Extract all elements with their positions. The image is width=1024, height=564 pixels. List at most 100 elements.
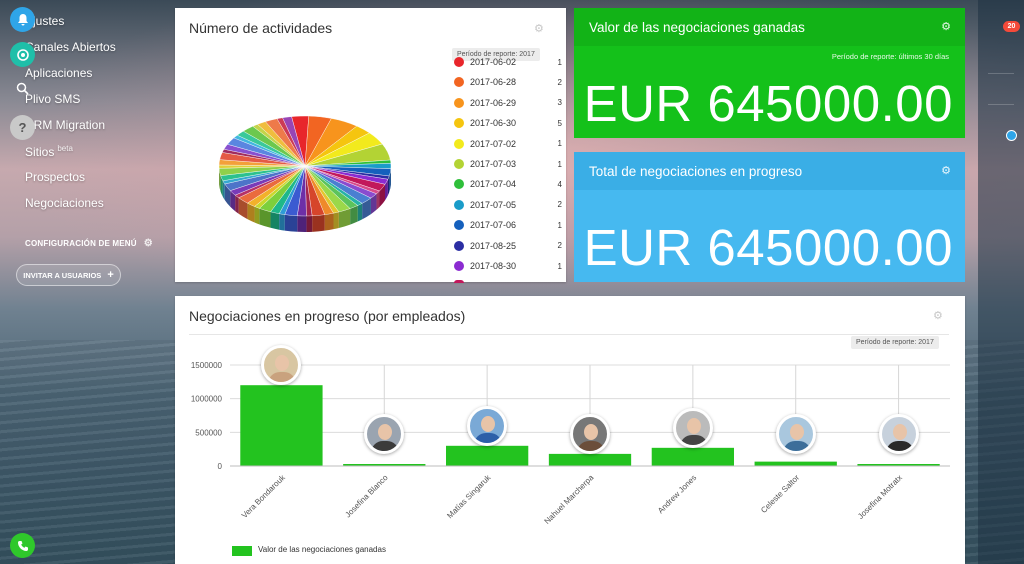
legend-dot — [454, 97, 464, 108]
menu-item-plivo-sms[interactable]: Plivo SMS — [25, 92, 81, 106]
avatar-face — [789, 424, 804, 440]
employee-avatar[interactable] — [775, 414, 816, 454]
pie-slice-side — [370, 193, 377, 215]
legend-count: 2 — [557, 200, 562, 210]
pie-slice[interactable] — [282, 116, 306, 167]
invite-users-button[interactable]: INVITAR A USUARIOS + — [16, 264, 121, 286]
bell-icon[interactable] — [10, 7, 35, 32]
menu-item-crm-migration[interactable]: CRM Migration — [25, 118, 106, 132]
legend-item[interactable]: 2017-07-06 1 — [454, 218, 562, 232]
employee-avatar[interactable] — [672, 407, 713, 448]
legend-item[interactable]: 2017-07-02 1 — [454, 137, 562, 151]
chat-icon[interactable] — [10, 42, 35, 67]
gear-icon[interactable]: ⚙ — [941, 21, 951, 33]
legend-item[interactable]: 2017-07-04 4 — [454, 177, 562, 191]
y-tick-label: 1500000 — [191, 361, 223, 370]
legend-item[interactable]: 2017-06-30 5 — [454, 116, 562, 130]
bar[interactable] — [343, 464, 426, 466]
bar[interactable] — [857, 464, 940, 466]
beta-badge: beta — [57, 144, 73, 153]
pie-slice-side — [379, 184, 386, 207]
pie-slice-side — [385, 179, 388, 201]
rail-divider — [988, 73, 1014, 74]
search-icon[interactable] — [10, 76, 35, 101]
bar[interactable] — [548, 453, 632, 466]
avatar-face — [378, 424, 393, 440]
pie-slice-side — [297, 215, 307, 232]
menu-item-sitios[interactable]: Sitios beta — [25, 144, 73, 159]
in-progress-value: EUR 645000.00 — [583, 219, 953, 276]
legend-count: 1 — [557, 159, 562, 169]
menu-item-canales-abiertos[interactable]: Canales Abiertos — [25, 40, 116, 54]
pie-slice-side — [279, 213, 285, 231]
pie-slice-side — [338, 208, 351, 228]
avatar-body — [679, 434, 708, 445]
menu-item-prospectos[interactable]: Prospectos — [25, 170, 86, 184]
pie-slice-side — [230, 190, 236, 212]
pie-chart — [218, 115, 392, 232]
legend-date: 2017-06-30 — [470, 118, 517, 129]
legend-item[interactable]: 2017-06-02 1 — [454, 55, 562, 69]
pie-slice-side — [219, 168, 221, 192]
pie-slice-side — [306, 215, 313, 232]
avatar-face — [275, 355, 290, 372]
legend-dot — [454, 57, 464, 67]
legend-count: 2 — [557, 241, 562, 251]
menu-item-aplicaciones[interactable]: Aplicaciones — [25, 66, 93, 80]
pie-slice-side — [259, 208, 271, 228]
gear-icon[interactable]: ⚙ — [534, 23, 544, 35]
legend-item[interactable]: 2017-08-25 2 — [454, 239, 562, 253]
pie-slice-side — [284, 214, 298, 232]
pie-slice-side — [235, 195, 239, 214]
pie-slice-side — [312, 214, 325, 232]
bar[interactable] — [651, 447, 734, 466]
legend-date: 2017-08-25 — [470, 240, 517, 251]
pie-slice-side — [270, 211, 280, 230]
legend-item[interactable]: 2017-06-29 3 — [454, 96, 562, 110]
employee-avatar[interactable] — [261, 345, 302, 386]
in-progress-title: Total de negociaciones en progreso — [589, 164, 803, 179]
legend-item[interactable]: 2017-07-03 1 — [454, 157, 562, 171]
legend-count: 1 — [557, 261, 562, 271]
menu-item-negociaciones[interactable]: Negociaciones — [25, 196, 104, 210]
employee-avatar[interactable] — [364, 414, 405, 454]
legend-count: 1 — [557, 139, 562, 149]
y-tick-label: 0 — [218, 462, 223, 471]
legend-date: 2017-07-05 — [470, 199, 517, 210]
in-progress-header: Total de negociaciones en progreso ⚙ — [574, 152, 965, 190]
bar[interactable] — [446, 445, 529, 466]
legend-dot — [454, 280, 464, 283]
employee-avatar[interactable] — [570, 413, 610, 454]
avatar-body — [474, 432, 503, 443]
right-rail — [978, 0, 1024, 564]
pie-slice-side — [324, 213, 334, 231]
legend-date: 2017-07-04 — [470, 179, 517, 190]
legend-item[interactable]: 2017-06-28 2 — [454, 75, 562, 89]
employee-avatar[interactable] — [467, 405, 508, 446]
legend-count: 5 — [557, 118, 562, 128]
by-employee-period-tag: Período de reporte: 2017 — [851, 336, 939, 349]
gear-icon[interactable]: ⚙ — [933, 310, 943, 322]
help-avatar-icon[interactable]: ? — [10, 115, 35, 140]
gear-icon[interactable]: ⚙ — [941, 165, 951, 177]
legend-date: 2017-08-30 — [470, 261, 517, 271]
won-deals-period: Período de reporte: últimos 30 días — [831, 52, 949, 61]
employee-avatar[interactable] — [878, 414, 919, 454]
pie-slice-side — [376, 190, 380, 210]
phone-icon[interactable] — [10, 533, 35, 558]
legend-item[interactable]: 2017-07-05 2 — [454, 198, 562, 212]
gear-icon[interactable]: ⚙ — [143, 238, 153, 249]
bar[interactable] — [754, 461, 837, 466]
pie-slice-side — [254, 206, 260, 225]
pie-slice-side — [387, 175, 390, 196]
legend-date: 2017-06-29 — [470, 97, 517, 108]
pie-slice-side — [362, 198, 371, 220]
x-tick-label: Andrew Jones — [656, 473, 698, 515]
pie-slice-side — [333, 211, 339, 230]
legend-date: 2017-07-02 — [470, 138, 517, 149]
bar[interactable] — [240, 385, 323, 466]
pie-slice-side — [357, 203, 363, 222]
legend-item[interactable]: 2017-08-30 1 — [454, 259, 562, 273]
menu-config[interactable]: CONFIGURACIÓN DE MENÚ ⚙ — [25, 238, 153, 249]
